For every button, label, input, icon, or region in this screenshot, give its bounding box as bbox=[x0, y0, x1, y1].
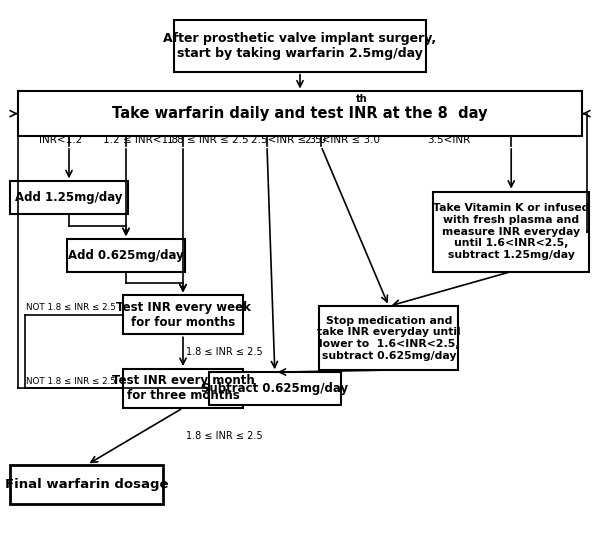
Text: Take Vitamin K or infused
with fresh plasma and
measure INR everyday
until 1.6<I: Take Vitamin K or infused with fresh pla… bbox=[433, 203, 589, 260]
Text: NOT 1.8 ≤ INR ≤ 2.5: NOT 1.8 ≤ INR ≤ 2.5 bbox=[26, 303, 116, 312]
Text: Take warfarin daily and test INR at the 8  day: Take warfarin daily and test INR at the … bbox=[112, 106, 488, 121]
FancyBboxPatch shape bbox=[67, 239, 185, 272]
Text: 2.5<INR ≤ 3.0: 2.5<INR ≤ 3.0 bbox=[251, 135, 326, 145]
Text: After prosthetic valve implant surgery,
start by taking warfarin 2.5mg/day: After prosthetic valve implant surgery, … bbox=[163, 32, 437, 60]
FancyBboxPatch shape bbox=[123, 369, 243, 408]
Text: INR<1.2: INR<1.2 bbox=[39, 135, 82, 145]
FancyBboxPatch shape bbox=[319, 306, 458, 370]
Text: th: th bbox=[356, 94, 367, 104]
Text: Subtract 0.625mg/day: Subtract 0.625mg/day bbox=[201, 382, 349, 395]
FancyBboxPatch shape bbox=[123, 295, 243, 334]
Text: 1.2 ≤ INR<1.8: 1.2 ≤ INR<1.8 bbox=[103, 135, 178, 145]
FancyBboxPatch shape bbox=[174, 21, 426, 71]
Text: Add 0.625mg/day: Add 0.625mg/day bbox=[68, 249, 184, 262]
Text: NOT 1.8 ≤ INR ≤ 2.5: NOT 1.8 ≤ INR ≤ 2.5 bbox=[26, 377, 116, 386]
Text: 2.5<INR ≤ 3.0: 2.5<INR ≤ 3.0 bbox=[305, 135, 380, 145]
FancyBboxPatch shape bbox=[433, 192, 589, 272]
FancyBboxPatch shape bbox=[10, 181, 128, 214]
Text: Add 1.25mg/day: Add 1.25mg/day bbox=[15, 191, 123, 204]
FancyBboxPatch shape bbox=[10, 465, 163, 504]
Text: Test INR every week
for four months: Test INR every week for four months bbox=[116, 301, 250, 329]
Text: Stop medication and
take INR everyday until
lower to  1.6<INR<2.5,
subtract 0.62: Stop medication and take INR everyday un… bbox=[317, 316, 461, 360]
Text: Test INR every month
for three months: Test INR every month for three months bbox=[112, 374, 254, 403]
FancyBboxPatch shape bbox=[209, 372, 341, 405]
Text: 1.8 ≤ INR ≤ 2.5: 1.8 ≤ INR ≤ 2.5 bbox=[186, 347, 263, 357]
Text: Final warfarin dosage: Final warfarin dosage bbox=[5, 478, 169, 491]
Text: 1.8 ≤ INR ≤ 2.5: 1.8 ≤ INR ≤ 2.5 bbox=[167, 135, 248, 145]
Text: 3.5<INR: 3.5<INR bbox=[427, 135, 470, 145]
Text: 1.8 ≤ INR ≤ 2.5: 1.8 ≤ INR ≤ 2.5 bbox=[186, 431, 263, 441]
FancyBboxPatch shape bbox=[18, 91, 582, 136]
